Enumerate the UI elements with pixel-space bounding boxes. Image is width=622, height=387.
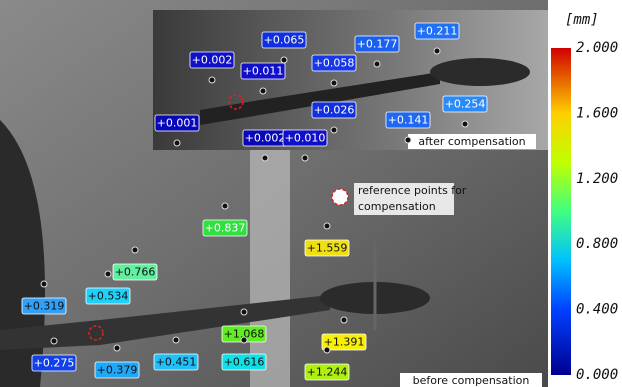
measurement-point bbox=[331, 127, 337, 133]
value-label: +0.065 bbox=[264, 34, 305, 47]
frame-post bbox=[250, 150, 290, 387]
figure: after compensation before compensation r… bbox=[0, 0, 622, 387]
value-label: +0.002 bbox=[245, 132, 286, 145]
gripper-top bbox=[430, 58, 530, 86]
colorbar-tick-label: 2.000 bbox=[576, 40, 618, 56]
measurement-point bbox=[434, 48, 440, 54]
value-label: +0.177 bbox=[357, 38, 398, 51]
measurement-point bbox=[260, 88, 266, 94]
measurement-point bbox=[341, 317, 347, 323]
measurement-point bbox=[324, 347, 330, 353]
measurement-point bbox=[281, 57, 287, 63]
value-label: +0.002 bbox=[192, 54, 233, 67]
caption: after compensation bbox=[418, 135, 525, 148]
colorbar-tick-label: 0.400 bbox=[576, 302, 618, 318]
measurement-point bbox=[174, 140, 180, 146]
legend-text: compensation bbox=[358, 200, 436, 213]
measurement-point bbox=[51, 338, 57, 344]
value-label: +0.534 bbox=[88, 290, 129, 303]
measurement-point bbox=[209, 77, 215, 83]
value-label: +1.391 bbox=[324, 336, 365, 349]
value-label: +0.058 bbox=[314, 57, 355, 70]
value-label: +0.026 bbox=[314, 104, 355, 117]
measurement-point bbox=[324, 223, 330, 229]
value-label: +0.001 bbox=[157, 117, 198, 130]
unit-label: [mm] bbox=[565, 12, 599, 28]
value-label: +0.616 bbox=[224, 356, 265, 369]
measurement-point bbox=[132, 247, 138, 253]
colorbar-tick-label: 0.800 bbox=[576, 236, 618, 252]
measurement-point bbox=[262, 155, 268, 161]
measurement-point bbox=[331, 80, 337, 86]
value-label: +0.319 bbox=[24, 300, 65, 313]
legend-marker bbox=[332, 189, 348, 205]
legend-text: reference points for bbox=[358, 184, 467, 197]
colorbar-tick-label: 0.000 bbox=[576, 367, 618, 383]
measurement-point bbox=[41, 281, 47, 287]
colorbar bbox=[551, 48, 571, 375]
value-label: +0.254 bbox=[445, 98, 486, 111]
caption: before compensation bbox=[413, 374, 530, 387]
measurement-point bbox=[114, 345, 120, 351]
measurement-point bbox=[374, 61, 380, 67]
value-label: +0.211 bbox=[417, 25, 458, 38]
measurement-point bbox=[173, 337, 179, 343]
measurement-point bbox=[405, 137, 411, 143]
value-label: +0.010 bbox=[285, 132, 326, 145]
value-label: +1.559 bbox=[307, 242, 348, 255]
measurement-point bbox=[241, 309, 247, 315]
value-label: +0.011 bbox=[243, 65, 284, 78]
value-label: +0.275 bbox=[34, 357, 75, 370]
value-label: +0.837 bbox=[205, 222, 246, 235]
measurement-point bbox=[462, 121, 468, 127]
value-label: +0.379 bbox=[97, 364, 138, 377]
value-label: +0.141 bbox=[388, 114, 429, 127]
value-label: +0.766 bbox=[115, 266, 156, 279]
measurement-point bbox=[241, 337, 247, 343]
value-label: +1.244 bbox=[307, 366, 348, 379]
measurement-point bbox=[105, 271, 111, 277]
colorbar-tick-label: 1.200 bbox=[576, 171, 618, 187]
measurement-point bbox=[302, 155, 308, 161]
colorbar-tick-label: 1.600 bbox=[576, 105, 618, 121]
measurement-point bbox=[222, 203, 228, 209]
value-label: +0.451 bbox=[156, 356, 197, 369]
